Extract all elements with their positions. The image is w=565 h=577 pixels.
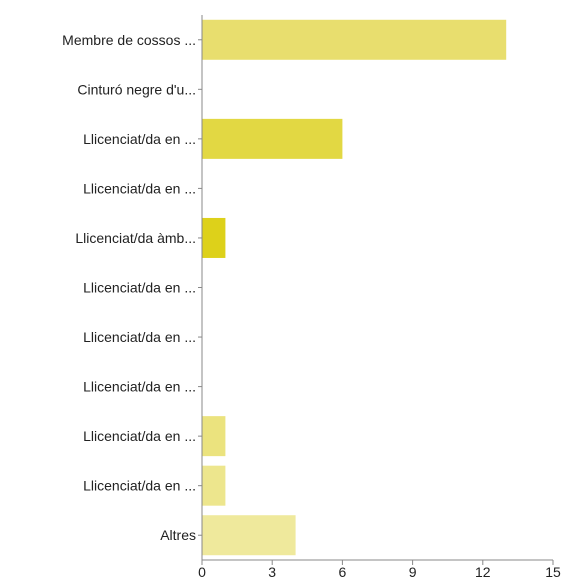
bar-4 [202, 217, 226, 258]
category-label-4: Llicenciat/da àmb... [75, 230, 196, 246]
category-label-8: Llicenciat/da en ... [83, 428, 196, 444]
category-label-10: Altres [160, 527, 196, 543]
x-tick-label-2: 6 [339, 564, 347, 577]
x-tick-label-0: 0 [198, 564, 206, 577]
bar-8 [202, 416, 226, 457]
category-label-3: Llicenciat/da en ... [83, 180, 196, 196]
x-tick-label-1: 3 [268, 564, 276, 577]
category-label-1: Cinturó negre d'u... [77, 81, 196, 97]
category-label-7: Llicenciat/da en ... [83, 379, 196, 395]
bar-0 [202, 19, 507, 60]
x-tick-label-5: 15 [545, 564, 561, 577]
bar-2 [202, 118, 343, 159]
category-label-2: Llicenciat/da en ... [83, 131, 196, 147]
category-label-9: Llicenciat/da en ... [83, 478, 196, 494]
category-label-0: Membre de cossos ... [62, 32, 196, 48]
x-tick-label-4: 12 [475, 564, 491, 577]
bars-group [202, 19, 507, 556]
bar-10 [202, 515, 296, 556]
category-label-6: Llicenciat/da en ... [83, 329, 196, 345]
category-labels-group: Membre de cossos ... Cinturó negre d'u...… [62, 32, 196, 543]
category-label-5: Llicenciat/da en ... [83, 280, 196, 296]
x-tick-label-3: 9 [409, 564, 417, 577]
bar-9 [202, 465, 226, 506]
axes-group: 0 3 6 9 12 15 [198, 15, 561, 577]
